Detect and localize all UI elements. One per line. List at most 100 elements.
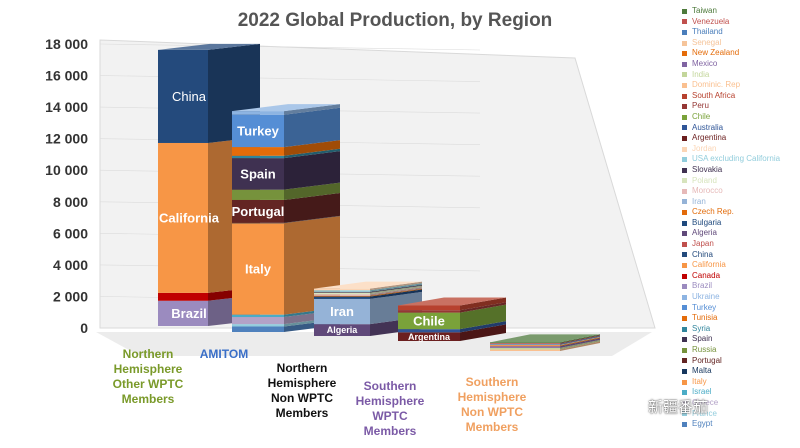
category-label-line: Northern	[123, 347, 174, 361]
category-label-line: Members	[466, 420, 519, 434]
legend-swatch	[682, 326, 687, 332]
legend-swatch	[682, 104, 687, 110]
bar-segment-morocco	[314, 294, 370, 296]
category-label-line: Non WPTC	[461, 405, 523, 419]
bar-side-czech-rep	[370, 288, 422, 297]
legend-item-venezuela: Venezuela	[682, 17, 798, 28]
bar-segment-malta	[232, 222, 284, 224]
legend-label: Mexico	[692, 58, 718, 68]
legend-item-ukraine: Ukraine	[682, 292, 798, 303]
data-label-algeria: Algeria	[327, 325, 359, 335]
bar-side-slovakia	[370, 284, 422, 293]
y-tick-label: 12 000	[45, 131, 88, 147]
data-label-iran: Iran	[330, 304, 354, 319]
legend-label: USA excluding California	[692, 154, 781, 164]
legend-item-algeria: Algeria	[682, 228, 798, 239]
category-label-line: AMITOM	[200, 347, 248, 361]
legend-label: Syria	[692, 323, 711, 333]
bar-segment-slovakia	[314, 291, 370, 293]
bar-side-peru	[460, 302, 506, 313]
legend-label: Dominic. Rep	[692, 80, 741, 90]
legend-item-jordan: Jordan	[682, 144, 798, 155]
bar-segment-ukraine	[232, 111, 284, 115]
bar-top-ukraine	[232, 104, 340, 112]
category-label-line: Hemisphere	[356, 394, 425, 408]
bar-segment-italy	[232, 223, 284, 315]
bar-segment-senegal	[490, 344, 560, 346]
bar-segment-iran	[314, 298, 370, 325]
legend-label: California	[692, 260, 726, 270]
category-label-line: Southern	[466, 375, 519, 389]
legend-label: Canada	[692, 270, 721, 280]
category-label-line: Non WPTC	[271, 391, 333, 405]
legend-label: Senegal	[692, 37, 722, 47]
legend-label: Iran	[692, 196, 706, 206]
legend-item-turkey: Turkey	[682, 303, 798, 314]
legend-swatch	[682, 167, 687, 173]
legend-label: Morocco	[692, 186, 723, 196]
legend-label: Slovakia	[692, 164, 723, 174]
bar-segment-chile	[398, 312, 460, 330]
legend-item-iran: Iran	[682, 197, 798, 208]
legend-swatch	[682, 220, 687, 226]
legend-item-italy: Italy	[682, 377, 798, 388]
category-label-line: Southern	[364, 379, 417, 393]
legend-label: Greece	[692, 397, 719, 407]
legend-swatch	[682, 29, 687, 35]
legend-item-france: France	[682, 409, 798, 420]
category-label-northern-hemisphere-other-wptc-members: Northern Hemisphere Other WPTC Members	[113, 347, 184, 406]
category-label-northern-hemisphere-non-wptc-members: Northern Hemisphere Non WPTC Members	[268, 361, 337, 420]
y-tick-label: 10 000	[45, 162, 88, 178]
legend-label: Spain	[692, 334, 713, 344]
category-label-amitom: AMITOM	[200, 347, 248, 361]
bar-segment-bulgaria	[314, 296, 370, 299]
bar-segment-israel	[232, 314, 284, 318]
legend-label: Ukraine	[692, 292, 720, 302]
category-label-line: WPTC	[372, 409, 408, 423]
bar-segment-new-zealand	[490, 345, 560, 347]
legend-item-greece: Greece	[682, 398, 798, 409]
legend-item-egypt: Egypt	[682, 419, 798, 430]
legend-swatch	[682, 61, 687, 67]
bar-segment-usa-excluding-california	[314, 290, 370, 292]
bar-segment-syria	[232, 155, 284, 159]
legend-item-malta: Malta	[682, 366, 798, 377]
legend-swatch	[682, 273, 687, 279]
legend-swatch	[682, 82, 687, 88]
bar-side-senegal	[560, 336, 600, 346]
legend-label: Argentina	[692, 133, 727, 143]
y-tick-label: 4 000	[53, 257, 88, 273]
legend-label: India	[692, 69, 710, 79]
legend-item-thailand: Thailand	[682, 27, 798, 38]
legend-swatch	[682, 252, 687, 258]
bar-side-morocco	[370, 287, 422, 296]
legend-swatch	[682, 316, 687, 322]
legend-item-senegal: Senegal	[682, 38, 798, 49]
category-label-southern-hemisphere-non-wptc-members: Southern Hemisphere Non WPTC Members	[458, 375, 527, 434]
legend-item-taiwan: Taiwan	[682, 6, 798, 17]
bar-segment-brazil	[158, 300, 208, 326]
legend-item-japan: Japan	[682, 239, 798, 250]
bar-segment-argentina	[398, 332, 460, 341]
legend-label: Peru	[692, 101, 709, 111]
legend-item-south-africa: South Africa	[682, 91, 798, 102]
legend-label: Bulgaria	[692, 217, 722, 227]
bar-side-venezuela	[560, 335, 600, 344]
legend-label: Tunisia	[692, 313, 718, 323]
legend-item-brazil: Brazil	[682, 281, 798, 292]
legend-item-australia: Australia	[682, 123, 798, 134]
bar-segment-czech-rep	[314, 295, 370, 297]
y-tick-label: 14 000	[45, 99, 88, 115]
legend-label: South Africa	[692, 90, 736, 100]
bar-segment-jordan	[314, 288, 370, 291]
legend-item-russia: Russia	[682, 345, 798, 356]
legend-item-israel: Israel	[682, 387, 798, 398]
data-label-spain: Spain	[240, 166, 275, 181]
y-tick-label: 8 000	[53, 194, 88, 210]
legend-swatch	[682, 125, 687, 131]
bar-segment-china	[158, 49, 208, 143]
data-label-portugal: Portugal	[232, 204, 285, 219]
bar-side-syria	[284, 148, 340, 159]
legend-swatch	[682, 294, 687, 300]
legend-item-peru: Peru	[682, 101, 798, 112]
